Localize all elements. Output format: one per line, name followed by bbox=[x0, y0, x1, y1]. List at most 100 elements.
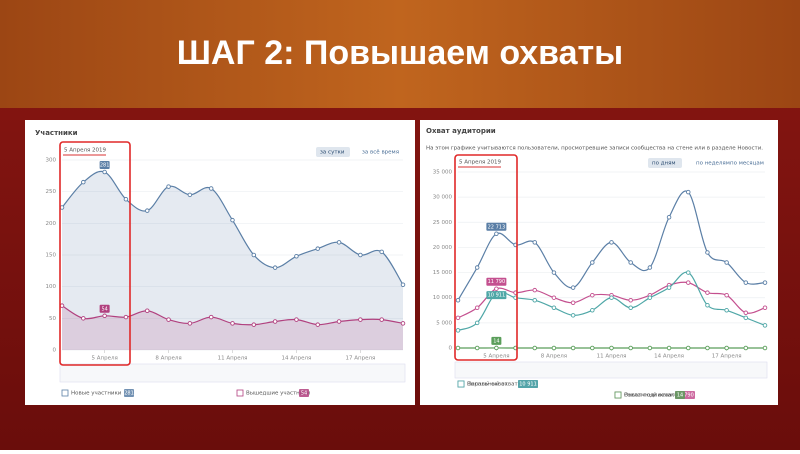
y-tick-label: 30 000 bbox=[433, 195, 453, 201]
point bbox=[188, 193, 192, 197]
x-tick-label: 8 Апреля bbox=[155, 356, 181, 362]
chart-title: Участники bbox=[35, 129, 78, 137]
point bbox=[82, 180, 86, 184]
point bbox=[571, 301, 575, 305]
x-tick-label: 14 Апреля bbox=[282, 356, 312, 362]
y-tick-label: 100 bbox=[46, 284, 57, 290]
point bbox=[495, 287, 499, 291]
point bbox=[725, 308, 729, 312]
legend-name[interactable]: Виральный охват bbox=[467, 381, 518, 388]
period-button[interactable]: по месяцам bbox=[730, 161, 764, 167]
point bbox=[610, 241, 614, 245]
y-tick-label: 150 bbox=[46, 253, 57, 259]
point bbox=[475, 306, 479, 310]
point bbox=[667, 215, 671, 219]
point bbox=[763, 324, 767, 328]
point bbox=[145, 309, 149, 313]
x-tick-label: 17 Апреля bbox=[712, 354, 742, 360]
point bbox=[706, 346, 710, 350]
navigator bbox=[455, 362, 767, 378]
point bbox=[456, 298, 460, 302]
point bbox=[533, 298, 537, 302]
point bbox=[744, 281, 748, 285]
point bbox=[591, 308, 595, 312]
point bbox=[648, 346, 652, 350]
period-button[interactable]: по дням bbox=[652, 161, 676, 167]
point bbox=[629, 346, 633, 350]
x-tick-label: 8 Апреля bbox=[541, 354, 567, 360]
point bbox=[103, 314, 107, 318]
point bbox=[124, 197, 128, 201]
point bbox=[552, 346, 556, 350]
point bbox=[124, 315, 128, 319]
y-tick-label: 300 bbox=[46, 158, 57, 164]
y-tick-label: 200 bbox=[46, 221, 57, 227]
data-label: 54 bbox=[101, 306, 107, 312]
y-tick-label: 250 bbox=[46, 189, 57, 195]
point bbox=[495, 232, 499, 236]
point bbox=[629, 261, 633, 265]
point bbox=[571, 286, 575, 290]
legend-value: 54 bbox=[301, 391, 307, 397]
x-tick-label: 17 Апреля bbox=[345, 356, 375, 362]
point bbox=[763, 281, 767, 285]
point bbox=[273, 320, 277, 324]
x-tick-label: 14 Апреля bbox=[654, 354, 684, 360]
y-tick-label: 25 000 bbox=[433, 220, 453, 226]
point bbox=[533, 241, 537, 245]
legend-checkbox bbox=[615, 392, 621, 398]
legend-checkbox bbox=[237, 390, 243, 396]
point bbox=[337, 241, 341, 245]
point bbox=[552, 296, 556, 300]
data-label: 14 bbox=[493, 338, 499, 344]
point bbox=[552, 306, 556, 310]
point bbox=[359, 253, 363, 257]
point bbox=[744, 316, 748, 320]
point bbox=[188, 322, 192, 326]
legend-name[interactable]: Рекламный охват bbox=[624, 392, 676, 399]
point bbox=[686, 190, 690, 194]
data-label: 10 911 bbox=[488, 293, 506, 299]
x-tick-label: 5 Апреля bbox=[483, 354, 509, 360]
point bbox=[231, 322, 235, 326]
point bbox=[145, 209, 149, 213]
period-button[interactable]: по неделям bbox=[696, 161, 730, 167]
point bbox=[591, 346, 595, 350]
point bbox=[763, 346, 767, 350]
point bbox=[706, 291, 710, 295]
x-tick-label: 5 Апреля bbox=[91, 356, 117, 362]
legend-name[interactable]: Новые участники bbox=[71, 391, 122, 397]
point bbox=[686, 346, 690, 350]
point bbox=[82, 317, 86, 321]
point bbox=[610, 296, 614, 300]
point bbox=[209, 187, 213, 191]
point bbox=[706, 251, 710, 255]
point bbox=[533, 346, 537, 350]
point bbox=[495, 346, 499, 350]
point bbox=[167, 185, 171, 189]
point bbox=[591, 293, 595, 297]
point bbox=[763, 306, 767, 310]
period-button[interactable]: за сутки bbox=[320, 150, 345, 156]
point bbox=[667, 346, 671, 350]
point bbox=[591, 261, 595, 265]
point bbox=[744, 346, 748, 350]
point bbox=[273, 266, 277, 270]
point bbox=[456, 329, 460, 333]
legend-value: 14 bbox=[677, 393, 683, 399]
point bbox=[725, 293, 729, 297]
point bbox=[316, 247, 320, 251]
point bbox=[456, 316, 460, 320]
y-tick-label: 5 000 bbox=[436, 320, 452, 326]
point bbox=[295, 318, 299, 322]
tooltip-date: 5 Апреля 2019 bbox=[64, 148, 107, 154]
chart-subtitle: На этом графике учитываются пользователи… bbox=[426, 146, 763, 152]
y-tick-label: 0 bbox=[53, 348, 57, 354]
period-button[interactable]: за всё время bbox=[362, 150, 399, 156]
point bbox=[648, 266, 652, 270]
point bbox=[295, 254, 299, 258]
point bbox=[552, 271, 556, 275]
point bbox=[648, 296, 652, 300]
point bbox=[533, 288, 537, 292]
